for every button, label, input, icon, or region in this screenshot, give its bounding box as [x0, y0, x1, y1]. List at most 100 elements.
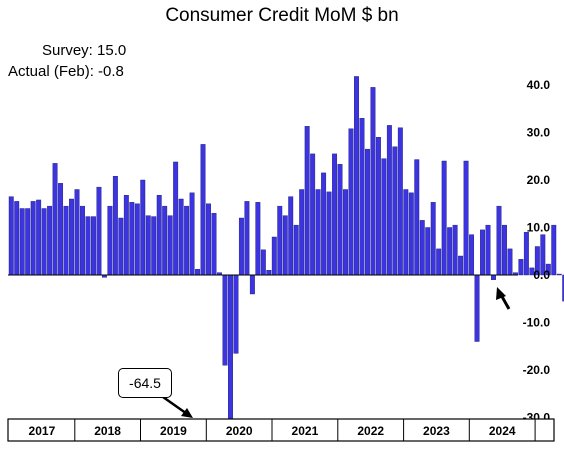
x-tick-label-2022: 2022	[357, 424, 384, 438]
bar-2022-11	[392, 146, 398, 276]
x-tick-label-2021: 2021	[292, 424, 319, 438]
bar-2018-07	[107, 205, 113, 276]
y-tick-label: 0.0	[533, 268, 550, 282]
bar-2019-11	[195, 269, 201, 276]
bar-2019-09	[184, 205, 190, 276]
bar-2021-05	[293, 224, 299, 276]
bar-2018-11	[129, 202, 135, 276]
bar-2017-04	[25, 208, 31, 276]
actual-annotation: Actual (Feb): -0.8	[8, 63, 124, 80]
bar-2021-01	[271, 236, 277, 276]
bar-series	[8, 76, 564, 420]
bar-2018-05	[96, 186, 102, 276]
bar-2021-09	[315, 189, 321, 276]
bar-2017-06	[36, 199, 42, 276]
bar-2020-09	[249, 274, 255, 295]
bar-undefined	[556, 273, 562, 276]
bar-2021-04	[288, 196, 294, 276]
bar-undefined	[551, 224, 557, 276]
bar-2025-01	[534, 246, 540, 276]
bar-2018-04	[90, 216, 96, 276]
bar-2021-02	[277, 205, 283, 276]
bar-2017-08	[47, 205, 53, 276]
bar-2023-02	[408, 192, 414, 276]
bar-2023-01	[403, 189, 409, 276]
bar-2024-12	[529, 267, 535, 276]
bar-2023-09	[447, 227, 453, 276]
bar-2024-05	[491, 274, 496, 280]
x-axis-year-labels: 2017 2018 2019 2020 2021 2022 2023 2024	[7, 418, 555, 442]
bar-2023-06	[430, 202, 436, 276]
bar-2020-11	[260, 249, 266, 276]
x-tick-label-2024: 2024	[489, 424, 516, 438]
bar-2018-12	[134, 203, 140, 276]
bar-2019-10	[189, 192, 195, 276]
bar-2025-02	[540, 234, 546, 276]
bar-2017-01	[8, 196, 14, 276]
x-tick-label-2020: 2020	[226, 424, 253, 438]
bar-2019-04	[156, 194, 162, 276]
bar-2020-06	[233, 274, 239, 354]
bar-2020-10	[255, 202, 261, 276]
bar-2022-06	[365, 148, 370, 276]
bar-2021-12	[332, 153, 338, 276]
bar-undefined	[562, 274, 564, 302]
bar-2024-04	[485, 224, 491, 276]
x-tick-label-2023: 2023	[423, 424, 450, 438]
bar-2021-06	[299, 189, 305, 276]
bar-2024-03	[480, 229, 485, 276]
bar-2022-08	[375, 137, 381, 276]
bar-2020-04	[222, 274, 228, 366]
bar-2020-02	[211, 213, 217, 276]
bar-2017-07	[41, 208, 47, 276]
bar-2020-05	[227, 274, 233, 420]
bar-2024-08	[507, 248, 513, 276]
bar-2023-07	[436, 248, 442, 276]
y-tick-label: -20.0	[523, 363, 551, 377]
bar-2023-05	[425, 227, 431, 276]
bar-2023-04	[419, 220, 425, 276]
bar-2020-01	[206, 203, 211, 276]
bar-2019-06	[167, 215, 173, 276]
bar-2024-06	[496, 205, 502, 276]
bar-2022-10	[386, 125, 392, 276]
arrows	[162, 287, 511, 418]
x-tick-label-2019: 2019	[160, 424, 187, 438]
bar-2019-02	[145, 215, 151, 276]
bar-2023-03	[414, 159, 420, 276]
bar-2022-05	[359, 118, 365, 276]
bar-2023-12	[463, 160, 469, 276]
bar-2017-09	[52, 163, 58, 276]
bar-2017-02	[14, 201, 20, 276]
bar-2022-07	[370, 87, 376, 276]
bar-2018-10	[123, 194, 129, 276]
chart-title: Consumer Credit MoM $ bn	[165, 5, 399, 26]
bar-2017-03	[19, 208, 25, 276]
y-axis-ticks: 40.030.020.010.00.0-10.0-20.0-30.0	[523, 78, 551, 425]
bar-undefined	[545, 263, 551, 276]
bar-2022-09	[381, 158, 387, 276]
bar-2019-05	[162, 205, 168, 276]
bar-2023-08	[441, 160, 447, 276]
bar-2018-01	[74, 189, 80, 276]
bar-2020-12	[266, 270, 272, 276]
bar-2024-07	[502, 224, 507, 276]
bar-2021-11	[326, 191, 332, 276]
bar-2024-11	[523, 232, 529, 276]
bar-2019-01	[140, 179, 146, 276]
bar-2020-07	[238, 217, 244, 276]
bar-2022-02	[343, 189, 348, 276]
callout-arrowhead	[181, 408, 193, 418]
bar-2021-10	[321, 172, 327, 276]
bar-2024-02	[474, 274, 480, 342]
bar-2019-03	[151, 216, 157, 276]
y-tick-label: -10.0	[523, 316, 551, 330]
bar-2021-08	[310, 153, 316, 276]
bar-2017-12	[69, 198, 74, 276]
x-tick-label-2018: 2018	[94, 424, 121, 438]
bar-2022-03	[348, 128, 354, 276]
bar-2020-08	[244, 201, 250, 276]
bar-2017-10	[58, 183, 64, 276]
bar-2021-07	[304, 126, 310, 276]
